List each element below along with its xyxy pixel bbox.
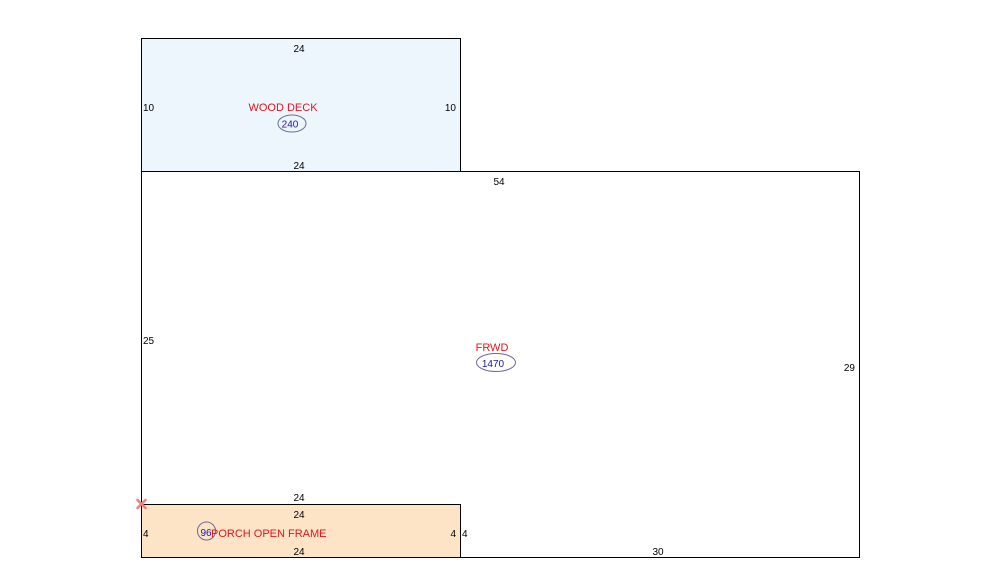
frwd-outline[interactable] — [141, 171, 860, 558]
porch-dim-top: 24 — [293, 510, 305, 521]
frwd-dim-left: 25 — [143, 336, 155, 347]
porch-label: PORCH OPEN FRAME — [211, 528, 327, 540]
frwd-dim-top: 54 — [493, 177, 505, 188]
frwd-area-ellipse — [476, 353, 516, 372]
frwd-area-value: 1470 — [482, 359, 505, 370]
porch-area-value: 96 — [200, 528, 212, 539]
wood-deck-dim-top: 24 — [293, 44, 305, 55]
wood-deck-dim-bottom: 24 — [293, 161, 305, 172]
wood-deck-area-value: 240 — [282, 120, 299, 131]
porch-dim-top-outer: 24 — [293, 493, 305, 504]
frwd-dim-porch-side: 4 — [462, 529, 468, 540]
frwd-dim-right: 29 — [844, 363, 856, 374]
porch-outline[interactable] — [141, 504, 461, 558]
frwd-dim-bottom: 30 — [652, 547, 664, 558]
wood-deck-label: WOOD DECK — [248, 102, 318, 114]
wood-deck-area-ellipse — [277, 114, 307, 133]
porch-dim-bottom: 24 — [293, 547, 305, 558]
wood-deck-outline[interactable] — [141, 38, 461, 172]
frwd-area[interactable]: 54 25 29 30 4 FRWD 1470 — [141, 171, 860, 559]
porch-area-ellipse — [197, 521, 216, 541]
wood-deck-dim-right: 10 — [445, 103, 457, 114]
wood-deck-area[interactable]: 24 10 10 24 WOOD DECK 240 — [141, 38, 461, 173]
x-cross-icon — [136, 498, 147, 510]
porch-dim-right: 4 — [450, 529, 456, 540]
frwd-label: FRWD — [476, 342, 509, 354]
wood-deck-dim-left: 10 — [143, 103, 155, 114]
porch-area[interactable]: 24 24 4 4 24 96 PORCH OPEN FRAME — [141, 493, 461, 558]
porch-dim-left: 4 — [143, 529, 149, 540]
